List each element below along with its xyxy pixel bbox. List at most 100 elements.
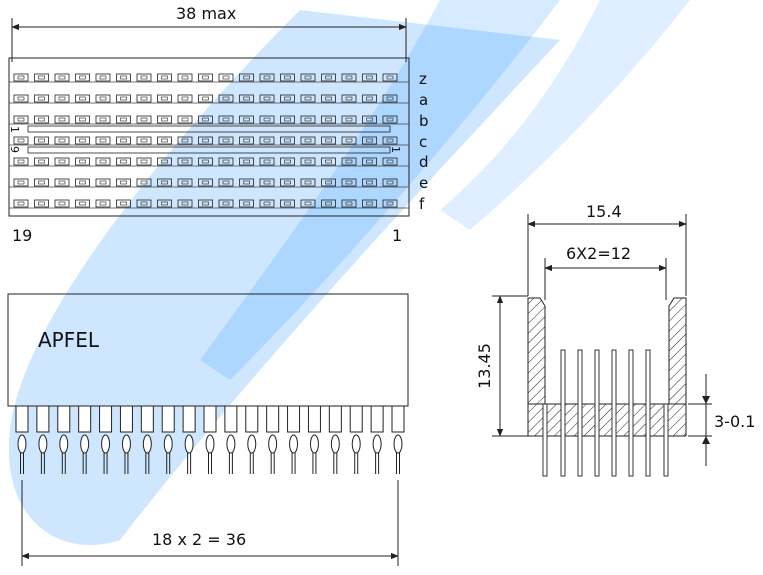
contact-cell (280, 73, 295, 82)
contact-slot (243, 180, 250, 185)
contact-slot (120, 201, 127, 206)
contact-slot (120, 180, 127, 185)
contact-cell (116, 73, 131, 82)
pin-housing (15, 405, 29, 433)
side-pin (628, 349, 634, 477)
contact-cell (75, 115, 90, 124)
contact-cell (95, 73, 111, 82)
contact-cell (382, 136, 398, 145)
side-pins (542, 349, 669, 477)
contact-slot (17, 201, 25, 206)
contact-cell (198, 157, 213, 166)
pin-housing (266, 405, 280, 433)
contact-slot (304, 159, 312, 164)
contact-slot (386, 159, 394, 164)
contact-slot (17, 96, 25, 101)
contact-slot (325, 180, 332, 185)
contact-cell (34, 199, 49, 208)
contact-slot (243, 96, 250, 101)
pin-housing (245, 405, 259, 433)
contact-cell (321, 136, 336, 145)
pin-contact (393, 434, 403, 454)
contact-slot (263, 180, 271, 185)
contact-slot (38, 96, 45, 101)
contact-slot (140, 96, 148, 101)
contact-slot (38, 180, 45, 185)
contact-cell (177, 73, 193, 82)
side-view (492, 214, 712, 477)
contact-cell (362, 157, 377, 166)
contact-cell (239, 178, 254, 187)
contact-slot (304, 180, 312, 185)
pin-contact (59, 434, 69, 454)
contact-slot (120, 75, 127, 80)
contact-cell (321, 178, 336, 187)
contact-slot (366, 96, 373, 101)
pin-housing (307, 405, 321, 433)
contact-cell (218, 199, 234, 208)
contact-slot (140, 180, 148, 185)
top-view (8, 18, 410, 217)
pin-number-left: 19 (12, 226, 33, 245)
contact-slot (161, 201, 168, 206)
contact-cell (116, 136, 131, 145)
inner-pitch-label: 6X2=12 (566, 244, 632, 263)
contact-slot (366, 180, 373, 185)
contact-slot (58, 201, 66, 206)
contact-cell (75, 73, 90, 82)
contact-slot (222, 96, 230, 101)
contact-slot (58, 159, 66, 164)
pin-housing (182, 405, 196, 433)
contact-cell (321, 94, 336, 103)
contact-slot (79, 117, 86, 122)
contact-cell (95, 157, 111, 166)
contact-slot (304, 75, 312, 80)
contact-cell (198, 136, 213, 145)
contact-slot (202, 159, 209, 164)
contact-slot (99, 159, 107, 164)
contact-slot (202, 138, 209, 143)
contact-cell (13, 73, 29, 82)
contact-slot (202, 201, 209, 206)
pin-contact (101, 434, 111, 454)
contact-slot (17, 180, 25, 185)
contact-cell (34, 73, 49, 82)
contact-cell (218, 73, 234, 82)
row-label-d: d (419, 153, 429, 171)
pin-contact (289, 434, 299, 454)
pin-contact (247, 434, 257, 454)
contact-cell (13, 199, 29, 208)
contact-cell (13, 157, 29, 166)
pin-contact (226, 434, 236, 454)
contact-slot (79, 201, 86, 206)
side-pin (663, 403, 669, 477)
contact-cell (177, 157, 193, 166)
contact-cell (382, 94, 398, 103)
pin-housing (57, 405, 71, 433)
contact-cell (382, 157, 398, 166)
side-pin (560, 349, 566, 477)
row-label-e: e (419, 174, 429, 192)
contact-cell (341, 136, 357, 145)
contact-cell (300, 199, 316, 208)
contact-slot (38, 201, 45, 206)
side-mark-left-one: 1 (8, 126, 21, 133)
contact-slot (140, 159, 148, 164)
contact-cell (239, 94, 254, 103)
pin-contact (142, 434, 152, 454)
contact-slot (79, 180, 86, 185)
contact-slot (345, 201, 353, 206)
contact-slot (345, 96, 353, 101)
contact-cell (157, 94, 172, 103)
connector-body-top (8, 57, 410, 217)
contact-cell (259, 115, 275, 124)
contact-cell (218, 178, 234, 187)
contact-cell (75, 199, 90, 208)
contact-cell (300, 157, 316, 166)
contact-cell (177, 136, 193, 145)
height-label: 13.45 (474, 343, 494, 389)
pin-housing (119, 405, 133, 433)
pin-housing (99, 405, 113, 433)
